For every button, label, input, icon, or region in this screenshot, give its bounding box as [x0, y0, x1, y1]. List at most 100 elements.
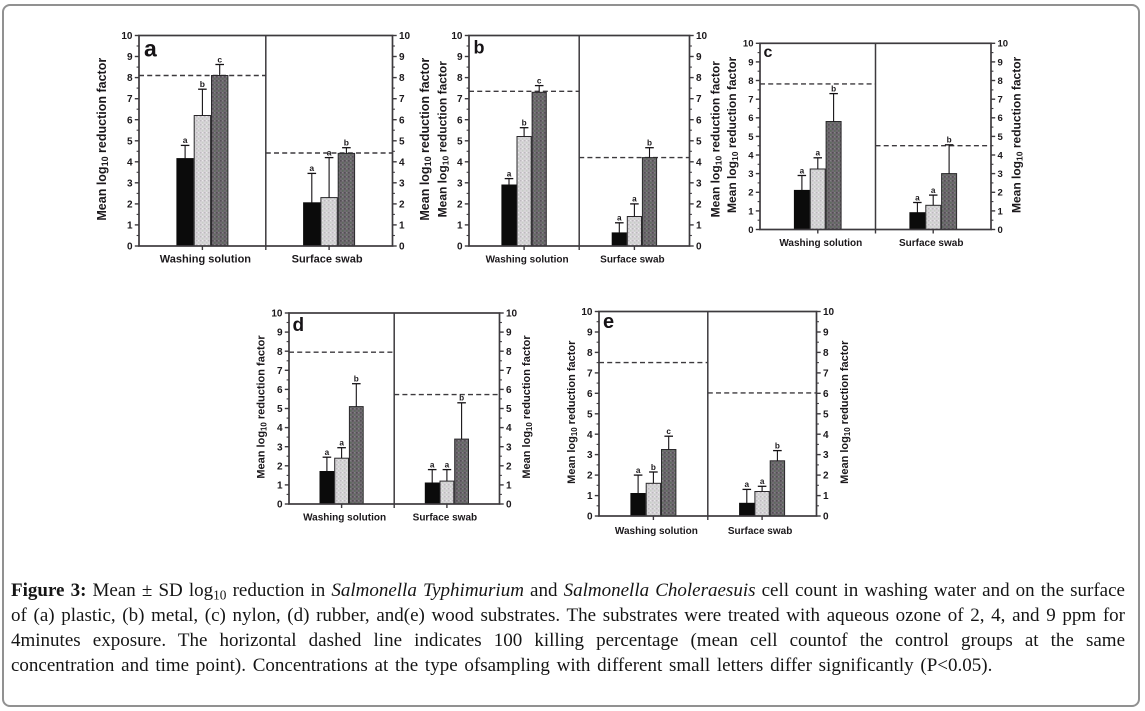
svg-text:2: 2 [823, 471, 829, 482]
svg-text:b: b [775, 441, 780, 450]
svg-text:3: 3 [277, 442, 283, 453]
svg-text:2: 2 [748, 188, 753, 199]
svg-text:1: 1 [127, 221, 133, 232]
svg-text:8: 8 [587, 348, 593, 359]
svg-text:Surface swab: Surface swab [292, 254, 363, 266]
svg-text:4: 4 [998, 150, 1004, 161]
svg-text:3: 3 [748, 169, 753, 180]
svg-text:Mean log10 reduction factor: Mean log10 reduction factor [839, 340, 852, 484]
svg-text:10: 10 [271, 309, 283, 320]
svg-text:2: 2 [457, 200, 463, 211]
svg-text:2: 2 [277, 461, 283, 472]
svg-text:a: a [507, 169, 512, 178]
svg-text:7: 7 [127, 94, 133, 105]
svg-text:1: 1 [823, 491, 829, 502]
svg-text:7: 7 [998, 95, 1003, 106]
svg-text:b: b [459, 394, 464, 403]
svg-text:6: 6 [457, 115, 463, 126]
svg-text:10: 10 [998, 39, 1009, 50]
svg-text:5: 5 [399, 136, 405, 147]
svg-text:4: 4 [127, 157, 133, 168]
svg-text:b: b [651, 463, 656, 472]
svg-text:7: 7 [823, 369, 829, 380]
svg-text:3: 3 [998, 169, 1003, 180]
svg-text:7: 7 [506, 366, 512, 377]
svg-text:7: 7 [399, 94, 405, 105]
svg-text:1: 1 [277, 481, 283, 492]
svg-text:0: 0 [823, 512, 829, 523]
svg-text:5: 5 [506, 404, 512, 415]
svg-text:3: 3 [506, 442, 512, 453]
svg-text:b: b [474, 38, 485, 58]
svg-text:d: d [293, 315, 305, 336]
svg-text:4: 4 [823, 430, 829, 441]
svg-text:5: 5 [587, 409, 593, 420]
svg-text:a: a [816, 149, 821, 158]
svg-text:1: 1 [696, 221, 702, 232]
svg-text:c: c [217, 54, 222, 64]
svg-text:0: 0 [748, 225, 753, 236]
svg-text:Surface swab: Surface swab [413, 513, 477, 524]
svg-text:9: 9 [998, 57, 1003, 68]
svg-text:2: 2 [998, 188, 1003, 199]
svg-text:a: a [430, 460, 435, 469]
svg-text:5: 5 [277, 404, 283, 415]
svg-text:0: 0 [587, 512, 593, 523]
svg-text:c: c [537, 76, 542, 85]
svg-text:b: b [354, 375, 359, 384]
svg-text:Surface swab: Surface swab [600, 255, 664, 266]
svg-text:b: b [647, 139, 652, 148]
svg-text:7: 7 [277, 366, 283, 377]
svg-text:0: 0 [696, 242, 702, 253]
svg-text:3: 3 [399, 178, 405, 189]
svg-text:a: a [327, 147, 332, 157]
svg-text:9: 9 [457, 52, 463, 63]
svg-text:8: 8 [823, 348, 829, 359]
svg-text:6: 6 [127, 115, 133, 126]
svg-text:8: 8 [506, 347, 512, 358]
svg-text:7: 7 [696, 94, 702, 105]
svg-text:6: 6 [696, 115, 702, 126]
svg-text:6: 6 [399, 115, 405, 126]
svg-text:Mean log10 reduction factor: Mean log10 reduction factor [1010, 56, 1025, 213]
svg-text:7: 7 [457, 94, 463, 105]
svg-text:6: 6 [506, 385, 512, 396]
svg-text:Surface swab: Surface swab [899, 238, 963, 249]
svg-text:Washing solution: Washing solution [779, 238, 862, 249]
svg-text:a: a [800, 166, 805, 175]
svg-text:Washing solution: Washing solution [160, 254, 252, 266]
svg-text:4: 4 [277, 423, 283, 434]
svg-text:1: 1 [748, 206, 754, 217]
svg-text:Mean log10 reduction factor: Mean log10 reduction factor [725, 56, 740, 213]
svg-text:6: 6 [823, 389, 829, 400]
svg-text:5: 5 [748, 132, 754, 143]
svg-text:4: 4 [506, 423, 512, 434]
svg-text:Mean log10 reduction factor: Mean log10 reduction factor [418, 58, 433, 221]
svg-text:b: b [522, 119, 527, 128]
svg-text:8: 8 [127, 73, 133, 84]
svg-text:9: 9 [823, 328, 829, 339]
svg-text:2: 2 [127, 200, 133, 211]
svg-text:b: b [831, 84, 836, 93]
svg-text:8: 8 [748, 76, 753, 87]
svg-text:3: 3 [823, 450, 829, 461]
svg-text:a: a [745, 480, 750, 489]
svg-text:2: 2 [696, 200, 702, 211]
svg-text:2: 2 [399, 200, 405, 211]
svg-text:a: a [325, 448, 330, 457]
svg-text:0: 0 [127, 242, 133, 253]
svg-text:9: 9 [399, 52, 405, 63]
svg-text:Mean log10 reduction factor: Mean log10 reduction factor [521, 335, 534, 479]
svg-text:c: c [764, 44, 773, 61]
svg-text:5: 5 [696, 136, 702, 147]
svg-text:4: 4 [587, 430, 593, 441]
svg-text:a: a [445, 460, 450, 469]
svg-text:9: 9 [277, 328, 283, 339]
svg-text:4: 4 [399, 157, 405, 168]
svg-text:10: 10 [451, 31, 463, 42]
svg-text:10: 10 [696, 31, 708, 42]
svg-text:4: 4 [748, 150, 754, 161]
svg-text:0: 0 [457, 242, 463, 253]
svg-text:6: 6 [998, 113, 1003, 124]
svg-text:2: 2 [506, 461, 512, 472]
